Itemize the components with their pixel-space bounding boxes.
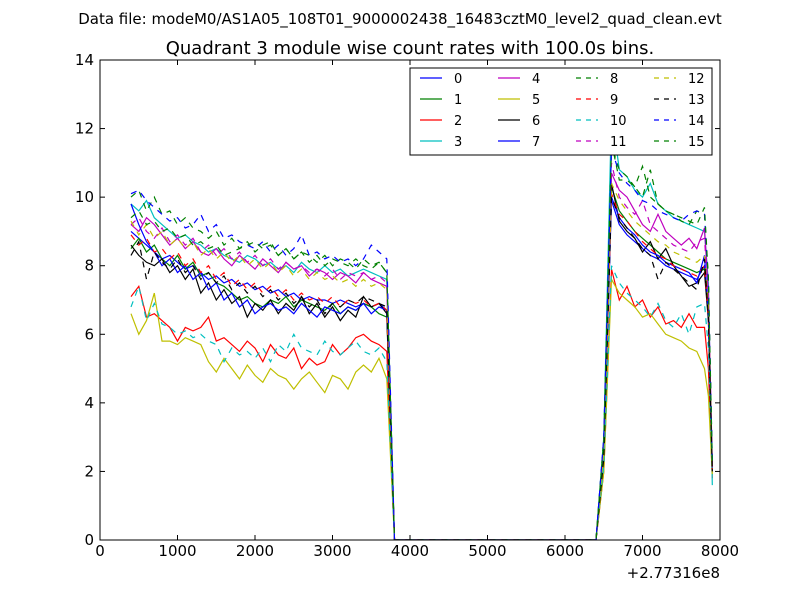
- series-line-10: [131, 266, 712, 540]
- series-line-1: [131, 187, 712, 540]
- legend-label-4: 4: [532, 72, 540, 87]
- series-line-12: [131, 183, 712, 540]
- legend-label-12: 12: [688, 72, 705, 87]
- legend-label-7: 7: [532, 135, 540, 150]
- x-tick-label: 1000: [158, 542, 196, 560]
- legend-label-9: 9: [610, 93, 618, 108]
- x-tick-label: 6000: [546, 542, 584, 560]
- y-tick-label: 0: [84, 531, 94, 549]
- series-line-6: [131, 183, 712, 540]
- x-tick-label: 3000: [313, 542, 351, 560]
- series-line-15: [131, 142, 712, 540]
- legend-label-14: 14: [688, 114, 705, 129]
- series-line-5: [131, 279, 712, 540]
- legend-label-3: 3: [454, 135, 462, 150]
- legend-label-2: 2: [454, 114, 462, 129]
- y-tick-label: 2: [84, 462, 94, 480]
- y-tick-label: 8: [84, 257, 94, 275]
- x-offset-label: +2.77316e8: [627, 564, 720, 582]
- y-tick-label: 10: [75, 188, 94, 206]
- x-tick-label: 8000: [701, 542, 739, 560]
- series-line-2: [131, 269, 712, 540]
- series-line-9: [131, 194, 712, 540]
- legend-label-15: 15: [688, 135, 705, 150]
- chart-title: Quadrant 3 module wise count rates with …: [166, 38, 655, 59]
- x-tick-label: 2000: [236, 542, 274, 560]
- legend-label-10: 10: [610, 114, 627, 129]
- y-tick-label: 14: [75, 51, 94, 69]
- y-tick-label: 12: [75, 120, 94, 138]
- legend-label-6: 6: [532, 114, 540, 129]
- legend-label-13: 13: [688, 93, 705, 108]
- chart: Data file: modeM0/AS1A05_108T01_90000024…: [0, 0, 800, 600]
- chart-suptitle: Data file: modeM0/AS1A05_108T01_90000024…: [78, 10, 722, 29]
- series-layer: [131, 111, 712, 540]
- legend-label-5: 5: [532, 93, 540, 108]
- x-tick-label: 0: [95, 542, 105, 560]
- legend-label-0: 0: [454, 72, 462, 87]
- legend-label-11: 11: [610, 135, 627, 150]
- x-tick-label: 7000: [623, 542, 661, 560]
- y-tick-label: 6: [84, 325, 94, 343]
- y-tick-label: 4: [84, 394, 94, 412]
- x-tick-label: 4000: [391, 542, 429, 560]
- legend-label-8: 8: [610, 72, 618, 87]
- x-tick-label: 5000: [468, 542, 506, 560]
- legend-label-1: 1: [454, 93, 462, 108]
